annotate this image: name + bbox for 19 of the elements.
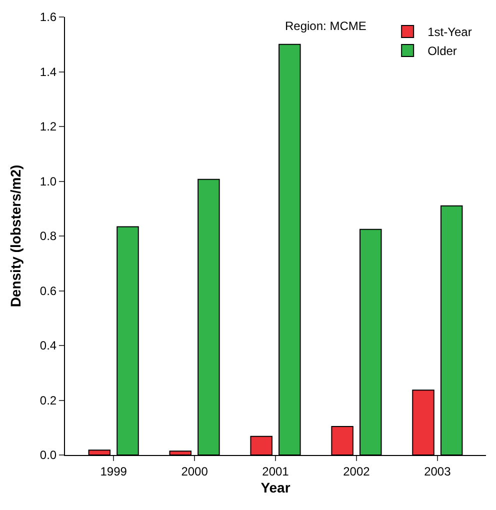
y-tick-label: 0.8 [40,229,57,244]
y-tick-label: 1.2 [40,120,57,134]
y-tick-label: 0.6 [40,284,57,298]
y-tick-label: 1.0 [40,174,57,188]
y-tick-label: 0.2 [40,393,57,408]
y-tick-label: 0.0 [40,448,57,462]
y-axis-title: Density (lobsters/m2) [8,164,24,308]
x-tick-label: 1999 [100,464,128,478]
y-tick-label: 1.6 [40,10,57,24]
y-tick-label: 1.4 [40,64,57,79]
x-axis-title: Year [260,480,291,496]
x-tick-label: 2003 [424,464,452,478]
x-tick-label: 2000 [181,464,208,478]
legend-label: 1st-Year [428,25,472,40]
x-tick-label: 2001 [262,464,290,478]
y-tick-label: 0.4 [40,338,57,353]
x-tick-label: 2002 [343,464,370,478]
legend-label: Older [428,44,457,58]
annotation: Region: MCME [285,19,366,33]
